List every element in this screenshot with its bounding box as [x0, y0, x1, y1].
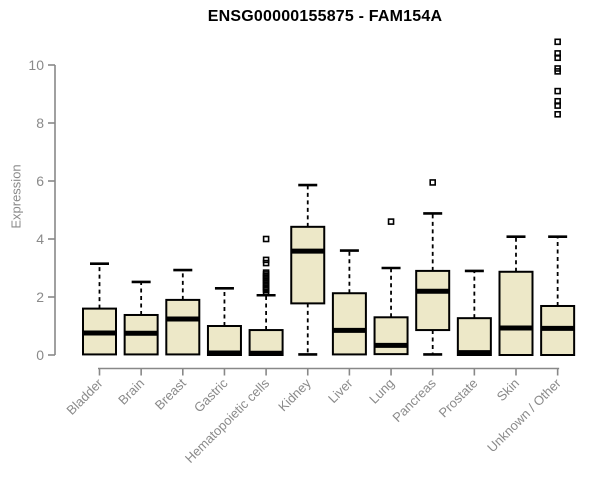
box-prostate: [456, 317, 492, 357]
x-label-skin: Skin: [494, 376, 522, 404]
outlier-unknown-other-8: [554, 38, 561, 46]
y-tick-label-4: 4: [36, 231, 44, 247]
outlier-lung-0: [387, 218, 395, 225]
box-pancreas: [415, 269, 451, 332]
y-tick-label-8: 8: [36, 115, 44, 131]
outlier-unknown-other-3: [554, 87, 561, 95]
outlier-hematopoietic-cells-13: [262, 256, 270, 264]
x-label-lung: Lung: [366, 376, 397, 407]
x-label-unknown-other: Unknown / Other: [484, 375, 564, 455]
y-tick-label-2: 2: [36, 289, 44, 305]
box-breast: [165, 298, 201, 356]
outlier-unknown-other-5: [554, 65, 561, 72]
y-tick-label-6: 6: [36, 173, 44, 189]
outlier-hematopoietic-cells-11: [262, 269, 270, 276]
x-label-pancreas: Pancreas: [389, 375, 439, 425]
box-lung: [373, 316, 409, 356]
outlier-unknown-other-0: [554, 111, 561, 118]
box-liver: [331, 292, 367, 356]
box-skin: [498, 270, 534, 356]
outlier-unknown-other-7: [554, 50, 561, 57]
x-label-brain: Brain: [115, 376, 147, 408]
outlier-hematopoietic-cells-14: [262, 235, 270, 243]
x-label-kidney: Kidney: [275, 375, 314, 414]
x-label-prostate: Prostate: [436, 376, 481, 421]
box-kidney: [290, 225, 326, 305]
outlier-unknown-other-2: [554, 97, 561, 105]
outlier-pancreas-0: [429, 179, 437, 186]
chart-title: ENSG00000155875 - FAM154A: [207, 8, 443, 25]
x-label-bladder: Bladder: [63, 375, 106, 418]
x-label-liver: Liver: [325, 375, 356, 406]
y-tick-label-0: 0: [36, 347, 44, 363]
y-tick-label-10: 10: [28, 57, 44, 73]
x-label-breast: Breast: [152, 375, 189, 412]
x-label-gastric: Gastric: [191, 375, 231, 415]
